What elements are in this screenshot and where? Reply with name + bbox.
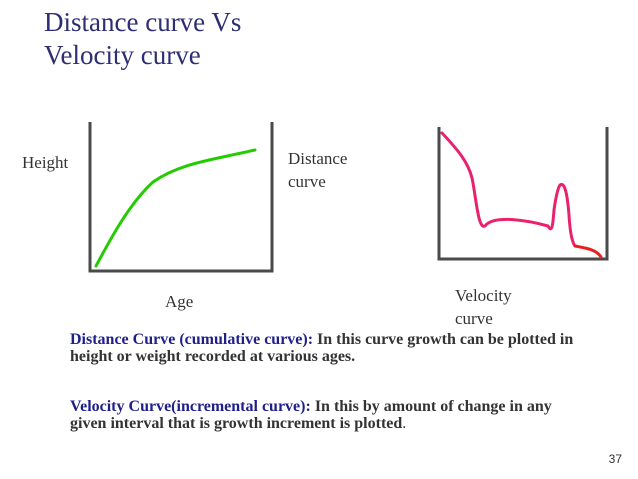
- slide-title-line-1: Distance curve Vs: [44, 7, 242, 37]
- distance-curve-line: [94, 148, 257, 268]
- distance-curve-label-line-2: curve: [288, 172, 326, 191]
- distance-y-axis-label: Height: [22, 153, 69, 172]
- distance-x-axis-label: Age: [165, 292, 194, 311]
- distance-curve-colon: :: [307, 331, 318, 348]
- velocity-curve-line: [440, 131, 577, 248]
- velocity-curve-label-line-2: curve: [455, 309, 493, 328]
- slide-number: 37: [608, 452, 622, 466]
- distance-curve-label-line-1: Distance: [288, 149, 348, 168]
- distance-curve-description: In this curve growth can be plotted in h…: [70, 331, 574, 365]
- slide-title: Distance curve Vs Velocity curve: [44, 6, 344, 72]
- distance-curve-term: Distance Curve (cumulative curve): [70, 331, 308, 348]
- velocity-curve-period: .: [402, 415, 407, 432]
- velocity-chart-axes: [437, 127, 609, 261]
- velocity-curve-label-line-1: Velocity: [455, 286, 512, 305]
- velocity-curve-label: Velocity curve: [455, 284, 512, 330]
- slide-title-line-2: Velocity curve: [44, 40, 201, 70]
- distance-curve-label: Distance curve: [288, 147, 347, 193]
- velocity-curve-description: In this by amount of change in any given…: [70, 398, 552, 432]
- velocity-curve-definition: Velocity Curve(incremental curve): In th…: [70, 398, 590, 432]
- velocity-curve-term: Velocity Curve(incremental curve):: [70, 398, 311, 415]
- distance-chart-axes: [88, 122, 274, 273]
- velocity-curve-tail: [573, 244, 603, 259]
- distance-curve-definition: Distance Curve (cumulative curve): In th…: [70, 331, 590, 365]
